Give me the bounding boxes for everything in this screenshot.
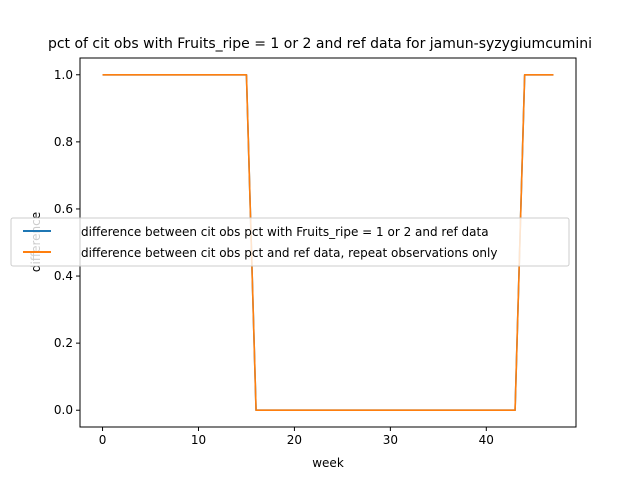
x-tick-label: 40 (479, 433, 494, 447)
series-layer (102, 73, 554, 412)
x-tick-label: 30 (383, 433, 398, 447)
y-tick-label: 1.0 (54, 68, 73, 82)
y-axis-ticks: 0.0 0.2 0.4 0.6 0.8 1.0 (54, 68, 80, 417)
x-tick-label: 0 (99, 433, 107, 447)
x-tick-label: 10 (191, 433, 206, 447)
y-tick-label: 0.6 (54, 202, 73, 216)
legend-entry-series-1: difference between cit obs pct with Frui… (81, 225, 489, 239)
y-tick-label: 0.2 (54, 336, 73, 350)
series-line-2 (102, 73, 554, 412)
legend-box (10, 217, 570, 267)
y-tick-label: 0.0 (54, 403, 73, 417)
x-axis-ticks: 0 10 20 30 40 (99, 427, 494, 447)
y-tick-label: 0.8 (54, 135, 73, 149)
legend-entry-series-2: difference between cit obs pct and ref d… (81, 246, 497, 260)
x-axis-label: week (312, 456, 344, 470)
x-tick-label: 20 (287, 433, 302, 447)
legend: difference between cit obs pct with Frui… (10, 217, 570, 267)
y-tick-label: 0.4 (54, 269, 73, 283)
chart-title: pct of cit obs with Fruits_ripe = 1 or 2… (48, 36, 592, 52)
